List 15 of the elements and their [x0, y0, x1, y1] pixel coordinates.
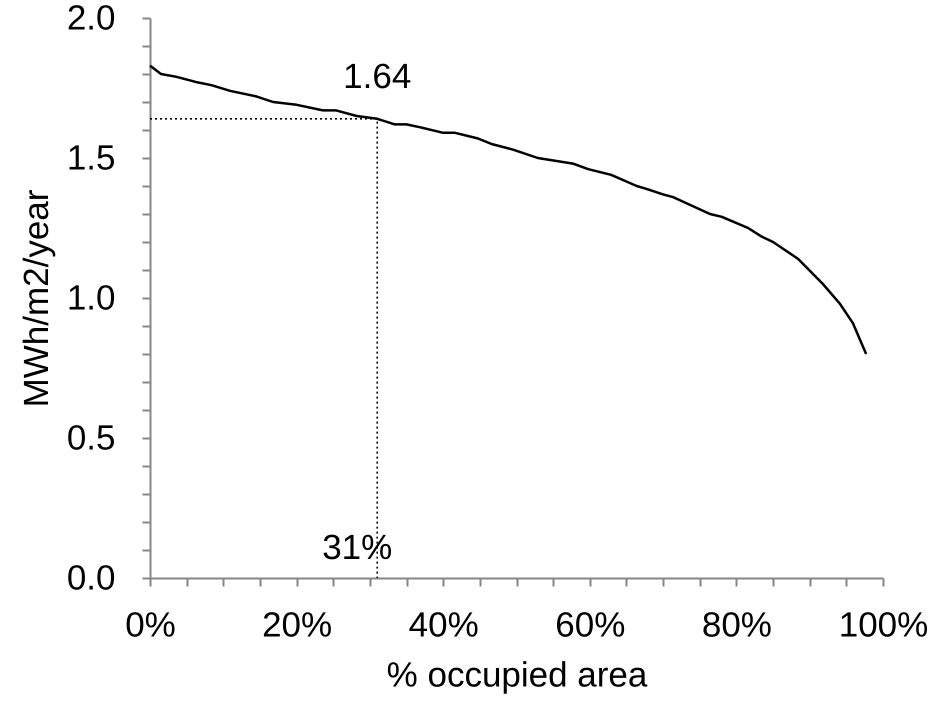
x-tick-label: 0% [125, 606, 176, 644]
y-tick-label: 1.0 [66, 278, 116, 318]
x-tick-label: 60% [555, 606, 626, 644]
x-axis-title: % occupied area [386, 656, 648, 694]
x-tick-label: 40% [408, 606, 479, 644]
y-axis-title: MWh/m2/year [16, 189, 56, 408]
y-tick-label: 0.5 [66, 418, 116, 458]
y-tick-label: 0.0 [66, 558, 116, 598]
y-tick-label: 1.5 [66, 138, 116, 178]
x-tick-label: 80% [702, 606, 772, 644]
x-tick-label: 100% [838, 606, 928, 644]
annotation: 31% [322, 528, 392, 567]
y-tick-label: 2.0 [66, 0, 116, 38]
annotation: 1.64 [343, 56, 412, 96]
x-tick-label: 20% [262, 606, 332, 644]
